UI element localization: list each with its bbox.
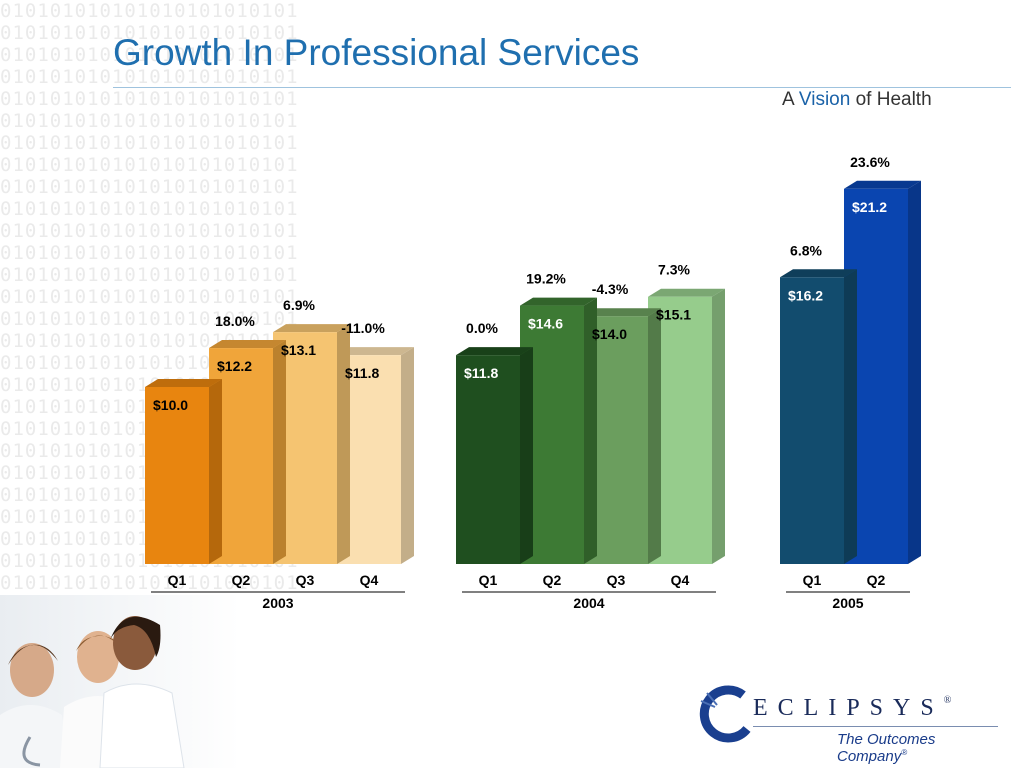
growth-label-2003-q3: 6.9%	[283, 297, 315, 313]
growth-label-2003-q2: 18.0%	[215, 313, 255, 329]
tagline: A Vision of Health	[782, 89, 932, 111]
growth-label-2004-q3: -4.3%	[592, 281, 629, 297]
tagline-vision: Vision	[798, 89, 851, 110]
bar-2004-q1	[456, 355, 520, 564]
year-label-2004: 2004	[573, 595, 604, 611]
bar-top-2003-q4	[337, 347, 414, 356]
value-label-2004-q3: $14.0	[592, 326, 627, 342]
category-label-2005-q1: Q1	[803, 572, 822, 588]
category-label-2003-q4: Q4	[360, 572, 379, 588]
bar-side-2004-q4	[712, 288, 725, 564]
logo-wordmark-text: ECLIPSYS	[753, 695, 944, 721]
page-title: Growth In Professional Services	[113, 32, 640, 73]
growth-label-2005-q1: 6.8%	[790, 242, 822, 258]
value-label-2003-q1: $10.0	[153, 397, 188, 413]
logo-tagline-registered-mark: ®	[901, 748, 908, 757]
bar-top-2003-q2	[209, 340, 286, 349]
value-label-2004-q2: $14.6	[528, 316, 563, 332]
growth-label-2003-q4: -11.0%	[341, 320, 385, 336]
category-label-2005-q2: Q2	[867, 572, 886, 588]
logo-tagline: The Outcomes Company®	[837, 731, 1005, 765]
value-label-2003-q4: $11.8	[345, 365, 379, 381]
value-label-2003-q3: $13.1	[281, 342, 316, 358]
logo-divider	[753, 726, 998, 727]
bar-top-2004-q2	[520, 297, 597, 306]
bar-side-2003-q1	[209, 379, 222, 564]
year-label-2005: 2005	[832, 595, 863, 611]
bar-top-2004-q4	[648, 288, 725, 297]
bar-2005-q1	[780, 277, 844, 564]
tagline-a: A	[782, 89, 794, 110]
bar-top-2005-q1	[780, 269, 857, 278]
year-label-2003: 2003	[262, 595, 293, 611]
bar-side-2004-q1	[520, 347, 533, 564]
bar-top-2003-q1	[145, 379, 222, 387]
bar-top-2004-q3	[584, 308, 661, 317]
bar-side-2003-q2	[273, 340, 286, 564]
growth-label-2004-q2: 19.2%	[526, 271, 566, 287]
category-label-2003-q1: Q1	[168, 572, 187, 588]
category-label-2003-q2: Q2	[232, 572, 251, 588]
bar-side-2003-q3	[337, 324, 350, 564]
growth-label-2005-q2: 23.6%	[850, 154, 890, 170]
bar-side-2005-q2	[908, 180, 921, 564]
value-label-2005-q1: $16.2	[788, 287, 823, 303]
eclipsys-logo: ECLIPSYS® The Outcomes Company®	[695, 683, 1005, 765]
bar-side-2004-q3	[648, 308, 661, 564]
bar-side-2004-q2	[584, 297, 597, 564]
tagline-health: of Health	[855, 89, 932, 110]
category-label-2004-q4: Q4	[671, 572, 690, 588]
logo-registered-mark: ®	[943, 695, 952, 706]
value-label-2003-q2: $12.2	[217, 358, 252, 374]
category-label-2004-q3: Q3	[607, 572, 626, 588]
clinicians-photo	[0, 595, 240, 768]
eclipsys-wordmark: ECLIPSYS®	[753, 695, 951, 722]
bar-side-2003-q4	[401, 347, 414, 564]
bar-top-2003-q3	[273, 324, 350, 333]
bar-top-2004-q1	[456, 347, 533, 356]
title-divider	[113, 87, 1011, 88]
value-label-2004-q4: $15.1	[656, 307, 691, 323]
value-label-2005-q2: $21.2	[852, 199, 887, 215]
category-label-2004-q1: Q1	[479, 572, 498, 588]
growth-label-2004-q4: 7.3%	[658, 262, 690, 278]
growth-label-2004-q1: 0.0%	[466, 320, 498, 336]
bar-side-2005-q1	[844, 269, 857, 564]
value-label-2004-q1: $11.8	[464, 365, 498, 381]
category-label-2004-q2: Q2	[543, 572, 562, 588]
category-label-2003-q3: Q3	[296, 572, 315, 588]
eclipsys-swoosh-icon	[699, 685, 751, 743]
bar-top-2005-q2	[844, 180, 921, 189]
bar-2003-q1	[145, 387, 209, 564]
logo-tagline-text: The Outcomes Company	[837, 731, 936, 765]
